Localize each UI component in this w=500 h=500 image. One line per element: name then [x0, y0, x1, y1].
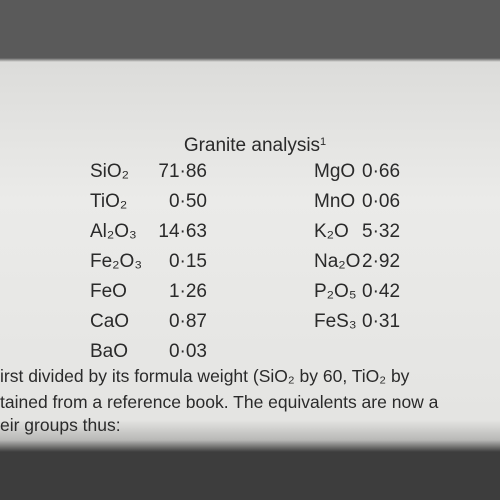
value: 71·86	[158, 161, 207, 182]
value: 0·66	[362, 161, 401, 182]
value: 1·26	[168, 281, 207, 302]
formula: Al₂O₃	[90, 221, 137, 242]
formula: FeS₃	[314, 311, 357, 332]
value: 0·03	[168, 341, 207, 362]
formula: CaO	[90, 311, 130, 332]
title-line: Granite analysis1	[0, 130, 500, 158]
body-line: irst divided by its formula weight (SiO₂…	[0, 366, 410, 386]
formula: BaO	[90, 341, 129, 362]
formula: K₂O	[314, 221, 349, 242]
formula: Fe₂O₃	[90, 251, 143, 272]
value: 0·87	[168, 311, 207, 332]
value: 0·06	[362, 191, 401, 212]
formula: Na₂O	[314, 251, 361, 272]
value: 0·15	[168, 251, 207, 272]
value: 0·42	[362, 281, 401, 302]
value: 14·63	[158, 221, 207, 242]
value: 0·31	[362, 311, 401, 332]
value: 2·92	[362, 251, 401, 272]
value: 0·50	[168, 191, 207, 212]
formula: MgO	[314, 161, 356, 182]
formula: SiO₂	[90, 161, 130, 182]
formula: TiO₂	[90, 191, 128, 212]
body-line: tained from a reference book. The equiva…	[0, 392, 439, 412]
formula: P₂O₅	[314, 281, 357, 302]
formula: FeO	[90, 281, 127, 302]
formula: MnO	[314, 191, 356, 212]
title-note: 1	[320, 136, 327, 148]
title: Granite analysis	[183, 135, 321, 156]
value: 5·32	[362, 221, 401, 242]
body-line: eir groups thus:	[0, 415, 121, 435]
